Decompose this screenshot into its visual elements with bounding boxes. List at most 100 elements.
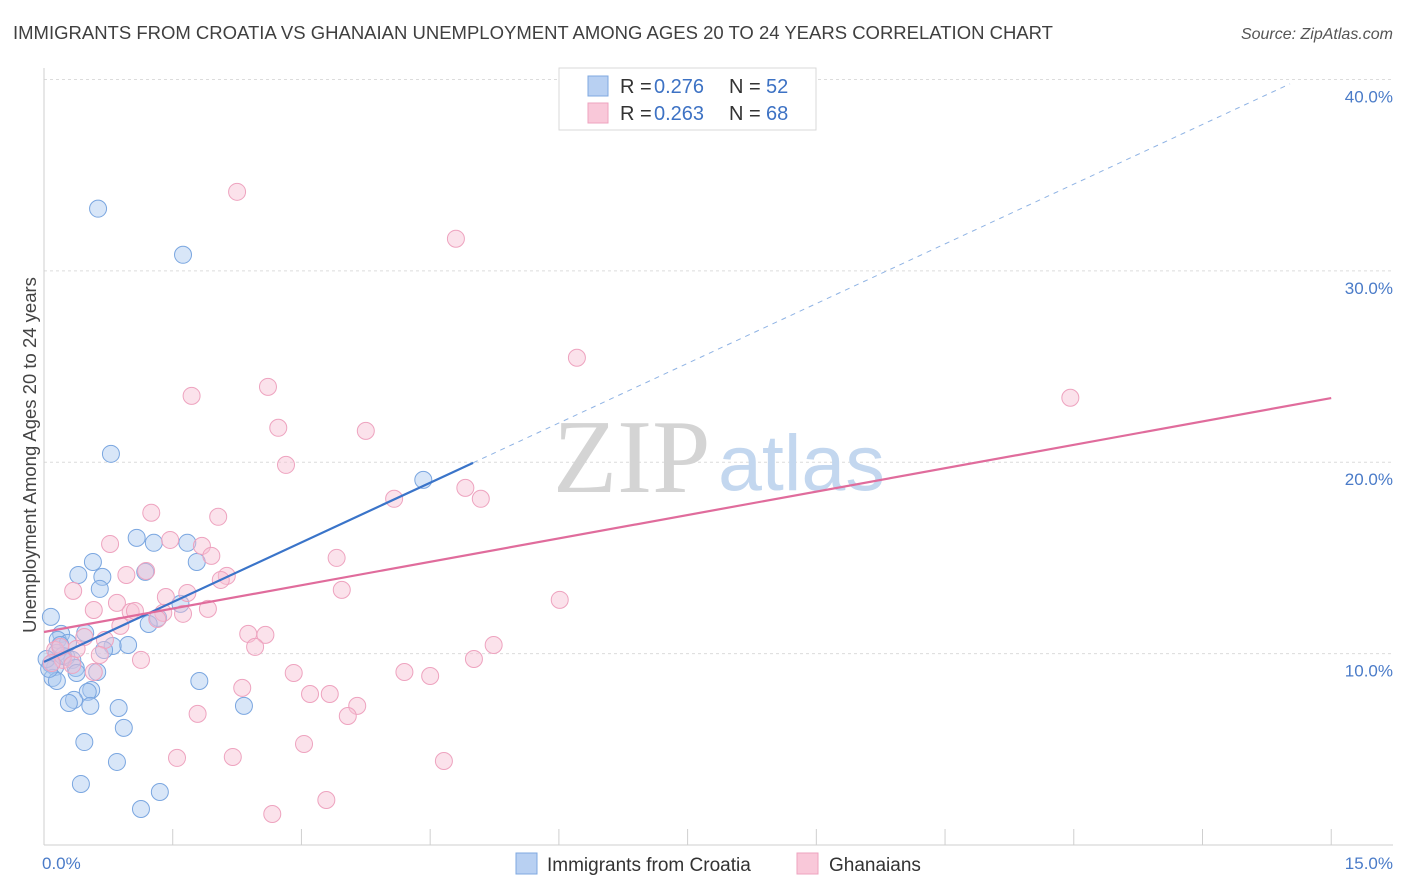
- series-legend: Immigrants from Croatia Ghanaians: [515, 852, 921, 876]
- ghanaian-point: [137, 561, 156, 580]
- ghanaian-point: [64, 581, 83, 600]
- ghanaian-point: [395, 662, 414, 681]
- watermark: ZIP atlas: [553, 398, 885, 515]
- ghanaian-point: [51, 637, 70, 656]
- scatter-points: [37, 182, 1080, 823]
- croatia-point: [150, 782, 169, 801]
- croatia-point: [89, 199, 108, 218]
- croatia-point: [144, 533, 163, 552]
- ghanaian-point: [258, 377, 277, 396]
- croatia-point: [41, 607, 60, 626]
- series-legend-label-croatia: Immigrants from Croatia: [547, 855, 751, 876]
- axes: [43, 68, 1393, 846]
- ghanaian-point: [174, 604, 193, 623]
- ghanaian-point: [276, 455, 295, 474]
- ghanaian-point: [168, 748, 187, 767]
- ghanaian-point: [209, 507, 228, 526]
- croatia-point: [190, 671, 209, 690]
- croatia-point: [65, 690, 84, 709]
- ghanaian-point: [84, 662, 103, 681]
- ghanaian-point: [567, 348, 586, 367]
- croatia-trend-line: [43, 461, 474, 663]
- ghanaian-point: [434, 751, 453, 770]
- ghanaian-point: [142, 503, 161, 522]
- croatia-point: [48, 630, 67, 649]
- croatia-point: [234, 696, 253, 715]
- ghanaian-point: [131, 650, 150, 669]
- ghanaian-point: [263, 804, 282, 823]
- croatia-point: [69, 565, 88, 584]
- y-tick-label: 30.0%: [1345, 279, 1393, 298]
- croatia-point: [174, 245, 193, 264]
- croatia-point: [101, 444, 120, 463]
- ghanaian-point: [228, 182, 247, 201]
- ghanaian-point: [107, 593, 126, 612]
- watermark-atlas: atlas: [718, 418, 885, 507]
- x-tick-label-min: 0.0%: [42, 854, 81, 873]
- ghanaian-point: [327, 548, 346, 567]
- y-tick-label: 20.0%: [1345, 470, 1393, 489]
- series-legend-swatch-ghanaians: [796, 852, 819, 875]
- croatia-point: [81, 696, 100, 715]
- y-tick-label: 10.0%: [1345, 662, 1393, 681]
- legend-r-label-croatia: R =: [620, 76, 652, 98]
- ghanaian-point: [550, 590, 569, 609]
- ghanaian-point: [484, 636, 503, 655]
- series-legend-swatch-croatia: [515, 852, 538, 875]
- croatia-point: [109, 698, 128, 717]
- ghanaian-point: [233, 678, 252, 697]
- ghanaian-point: [421, 667, 440, 686]
- croatia-point: [127, 528, 146, 547]
- croatia-point: [178, 533, 197, 552]
- croatia-point: [93, 567, 112, 586]
- ghanaian-point: [338, 707, 357, 726]
- croatia-point: [139, 614, 158, 633]
- legend-n-value-ghanaians: 68: [766, 103, 788, 125]
- ghanaian-point: [317, 791, 336, 810]
- ghanaian-point: [284, 663, 303, 682]
- ghanaian-point: [320, 685, 339, 704]
- croatia-point: [131, 800, 150, 819]
- ghanaian-point: [1061, 388, 1080, 407]
- ghanaian-point: [198, 599, 217, 618]
- ghanaian-point: [471, 489, 490, 508]
- ghanaian-point: [332, 580, 351, 599]
- ghanaian-point: [295, 734, 314, 753]
- ghanaian-point: [446, 229, 465, 248]
- croatia-point: [136, 562, 155, 581]
- chart-title: IMMIGRANTS FROM CROATIA VS GHANAIAN UNEM…: [13, 22, 1053, 43]
- ghanaian-point: [161, 530, 180, 549]
- ghanaian-point: [256, 625, 275, 644]
- stats-legend: R = 0.276 N = 52 R = 0.263 N = 68: [558, 67, 817, 131]
- y-axis-title: Unemployment Among Ages 20 to 24 years: [19, 277, 40, 633]
- croatia-point: [119, 636, 138, 655]
- croatia-point: [78, 682, 97, 701]
- ghanaian-point: [117, 565, 136, 584]
- y-tick-label: 40.0%: [1345, 87, 1393, 106]
- legend-n-label-croatia: N =: [729, 76, 761, 98]
- legend-r-value-croatia: 0.276: [654, 76, 704, 98]
- source-credit: Source: ZipAtlas.com: [1241, 26, 1393, 43]
- croatia-point: [59, 693, 78, 712]
- legend-r-value-ghanaians: 0.263: [654, 103, 704, 125]
- trend-lines: [43, 83, 1332, 663]
- croatia-point: [71, 774, 90, 793]
- legend-swatch-ghanaians: [587, 102, 609, 124]
- ghanaian-point: [42, 653, 61, 672]
- ghanaian-point: [188, 704, 207, 723]
- watermark-zip: ZIP: [553, 398, 711, 515]
- croatia-point: [90, 579, 109, 598]
- ghanaian-point: [202, 546, 221, 565]
- ghanaian-point: [182, 386, 201, 405]
- croatia-point: [114, 718, 133, 737]
- legend-n-value-croatia: 52: [766, 76, 788, 98]
- ghanaian-point: [301, 685, 320, 704]
- ghanaian-point: [269, 418, 288, 437]
- ghanaian-trend-line: [43, 396, 1332, 634]
- croatia-point: [66, 658, 85, 677]
- croatia-point: [83, 552, 102, 571]
- y-tick-labels: 10.0% 20.0% 30.0% 40.0%: [1345, 87, 1393, 680]
- ghanaian-point: [84, 600, 103, 619]
